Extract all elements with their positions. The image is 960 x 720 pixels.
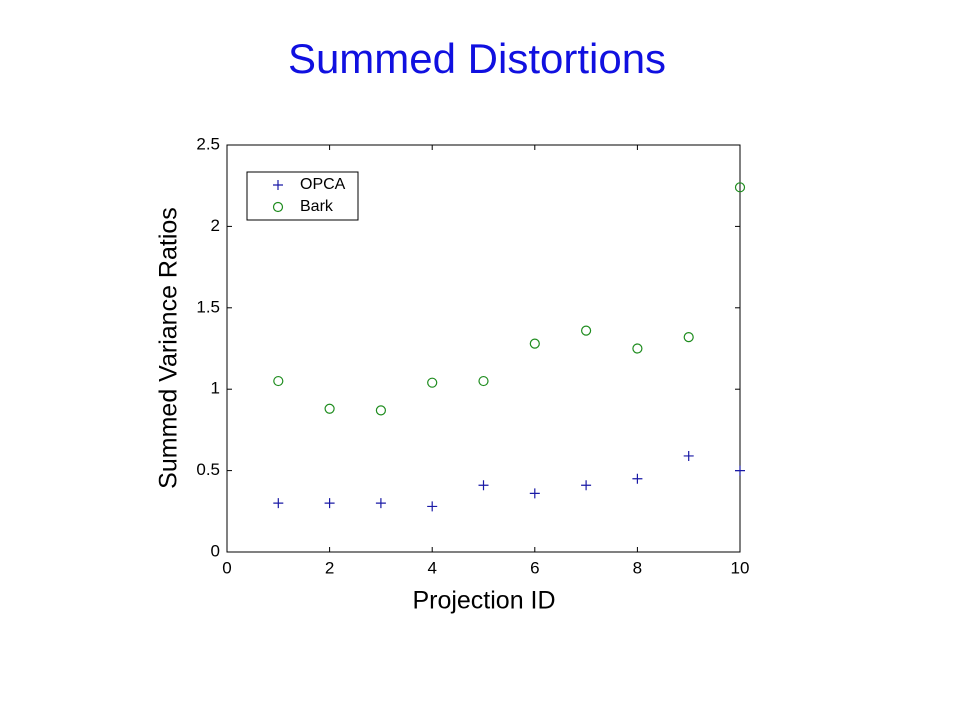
x-tick-label: 6: [530, 558, 539, 577]
circle-marker: [734, 182, 746, 193]
x-tick-label: 10: [731, 558, 750, 577]
y-tick-label: 1: [211, 379, 220, 398]
y-tick-label: 0: [211, 541, 220, 560]
circle-marker: [683, 332, 694, 343]
plus-marker: [478, 480, 489, 491]
y-tick-label: 1.5: [196, 297, 220, 316]
circle-marker: [580, 325, 592, 336]
plus-marker: [427, 501, 438, 512]
x-axis-label: Projection ID: [412, 587, 555, 615]
plus-marker: [735, 465, 745, 476]
x-tick-label: 8: [633, 558, 642, 577]
legend-marker: [272, 201, 284, 213]
plus-marker: [324, 498, 335, 509]
legend-label: OPCA: [300, 176, 346, 193]
plot-frame: [226, 144, 741, 553]
plus-marker: [273, 498, 284, 509]
circle-marker: [529, 338, 540, 349]
circle-marker: [632, 343, 643, 354]
circle-marker: [375, 405, 386, 416]
x-tick-label: 0: [222, 558, 231, 577]
plus-marker: [683, 450, 694, 461]
y-tick-label: 0.5: [196, 460, 220, 479]
circle-marker: [324, 403, 335, 414]
legend-box: [246, 171, 359, 221]
circle-marker: [273, 375, 284, 387]
x-tick-label: 4: [427, 558, 436, 577]
plus-marker: [529, 488, 540, 499]
plus-marker: [375, 498, 386, 509]
slide-title: Summed Distortions: [288, 35, 666, 82]
legend-label: Bark: [300, 198, 334, 215]
circle-marker: [427, 377, 438, 388]
x-tick-label: 2: [325, 558, 334, 577]
legend-marker: [273, 180, 283, 190]
y-tick-label: 2.5: [196, 134, 220, 153]
y-axis-label: Summed Variance Ratios: [155, 207, 183, 489]
circle-marker: [478, 375, 489, 387]
y-tick-label: 2: [211, 216, 220, 235]
plus-marker: [581, 480, 592, 491]
plus-marker: [632, 473, 643, 484]
